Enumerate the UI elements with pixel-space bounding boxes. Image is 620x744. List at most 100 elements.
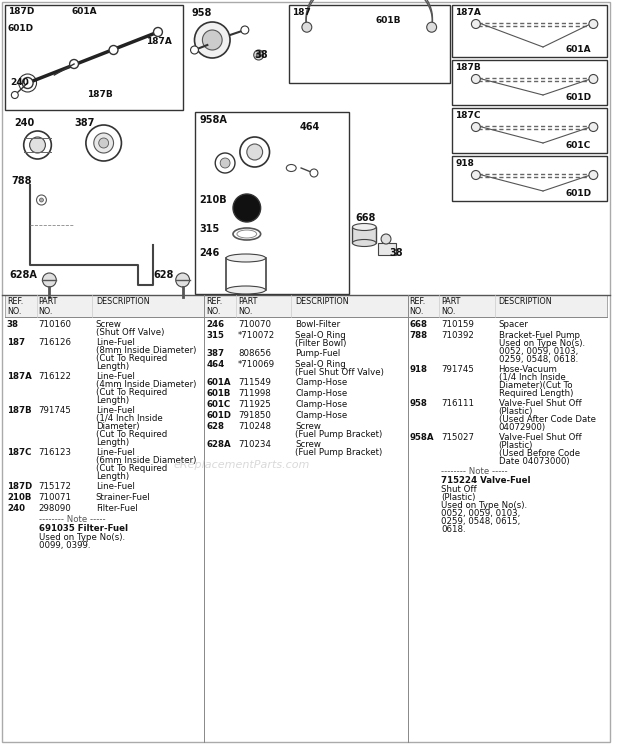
Text: 387: 387 bbox=[74, 118, 94, 128]
Text: 711925: 711925 bbox=[238, 400, 271, 409]
Text: Strainer-Fuel: Strainer-Fuel bbox=[95, 493, 151, 502]
Text: 710392: 710392 bbox=[441, 331, 474, 340]
Text: 715027: 715027 bbox=[441, 433, 474, 442]
Ellipse shape bbox=[352, 223, 376, 231]
Text: 246: 246 bbox=[206, 320, 224, 329]
Text: (4mm Inside Diameter): (4mm Inside Diameter) bbox=[95, 380, 196, 389]
Text: Length): Length) bbox=[95, 472, 129, 481]
Ellipse shape bbox=[233, 228, 260, 240]
Text: 628A: 628A bbox=[10, 270, 38, 280]
Text: 601D: 601D bbox=[565, 93, 592, 102]
Text: 918: 918 bbox=[410, 365, 428, 374]
Text: Valve-Fuel Shut Off: Valve-Fuel Shut Off bbox=[498, 433, 581, 442]
Circle shape bbox=[240, 137, 270, 167]
Text: (Cut To Required: (Cut To Required bbox=[95, 388, 167, 397]
Circle shape bbox=[202, 30, 222, 50]
Text: 240: 240 bbox=[10, 78, 29, 87]
Text: *710072: *710072 bbox=[238, 331, 275, 340]
Text: -------- Note -----: -------- Note ----- bbox=[441, 467, 508, 476]
Circle shape bbox=[109, 45, 118, 54]
Text: 240: 240 bbox=[14, 118, 34, 128]
Text: 791850: 791850 bbox=[238, 411, 271, 420]
Circle shape bbox=[195, 22, 230, 58]
Bar bbox=[452, 60, 607, 105]
Text: (Fuel Shut Off Valve): (Fuel Shut Off Valve) bbox=[295, 368, 384, 377]
Text: (1/4 Inch Inside: (1/4 Inch Inside bbox=[498, 373, 565, 382]
Circle shape bbox=[589, 170, 598, 179]
Text: 0052, 0059, 0103,: 0052, 0059, 0103, bbox=[441, 509, 521, 518]
Text: 715172: 715172 bbox=[38, 482, 71, 491]
Circle shape bbox=[254, 50, 264, 60]
Text: Length): Length) bbox=[95, 438, 129, 447]
Circle shape bbox=[381, 234, 391, 244]
Text: Seal-O Ring: Seal-O Ring bbox=[295, 331, 346, 340]
Text: 210B: 210B bbox=[200, 195, 227, 205]
Circle shape bbox=[42, 273, 56, 287]
Circle shape bbox=[190, 46, 198, 54]
Text: DESCRIPTION: DESCRIPTION bbox=[95, 297, 149, 306]
Text: (1/4 Inch Inside: (1/4 Inch Inside bbox=[95, 414, 162, 423]
Circle shape bbox=[310, 169, 318, 177]
Text: 958: 958 bbox=[410, 399, 428, 408]
Text: Used on Type No(s).: Used on Type No(s). bbox=[498, 339, 585, 348]
Circle shape bbox=[471, 123, 480, 132]
Text: 464: 464 bbox=[299, 122, 319, 132]
Text: 601C: 601C bbox=[565, 141, 591, 150]
Ellipse shape bbox=[226, 254, 265, 262]
Bar bbox=[290, 5, 450, 83]
Text: 958A: 958A bbox=[200, 115, 228, 125]
Text: 187B: 187B bbox=[87, 90, 113, 99]
Text: PART
NO.: PART NO. bbox=[238, 297, 257, 316]
Text: 668: 668 bbox=[410, 320, 428, 329]
Text: 601B: 601B bbox=[375, 16, 401, 25]
Bar bbox=[5, 295, 607, 317]
Text: 716126: 716126 bbox=[38, 338, 71, 347]
Circle shape bbox=[241, 26, 249, 34]
Text: 0259, 0548, 0618.: 0259, 0548, 0618. bbox=[498, 355, 578, 364]
Circle shape bbox=[154, 28, 162, 36]
Circle shape bbox=[40, 198, 43, 202]
Text: *710069: *710069 bbox=[238, 360, 275, 369]
Text: 628: 628 bbox=[206, 422, 224, 431]
Text: Screw: Screw bbox=[95, 320, 122, 329]
Text: 710234: 710234 bbox=[238, 440, 271, 449]
Text: 601D: 601D bbox=[8, 24, 34, 33]
Text: (Filter Bowl): (Filter Bowl) bbox=[295, 339, 347, 348]
Text: (6mm Inside Diameter): (6mm Inside Diameter) bbox=[95, 456, 196, 465]
Text: 187B: 187B bbox=[7, 406, 32, 415]
Circle shape bbox=[471, 170, 480, 179]
Text: 788: 788 bbox=[12, 176, 32, 186]
Text: 187C: 187C bbox=[7, 448, 31, 457]
Text: Hose-Vacuum: Hose-Vacuum bbox=[498, 365, 557, 374]
Text: 187A: 187A bbox=[455, 8, 481, 17]
Text: Used on Type No(s).: Used on Type No(s). bbox=[441, 501, 528, 510]
Text: 38: 38 bbox=[389, 248, 402, 258]
Text: REF.
NO.: REF. NO. bbox=[7, 297, 23, 316]
Text: Used on Type No(s).: Used on Type No(s). bbox=[38, 533, 125, 542]
Circle shape bbox=[471, 74, 480, 83]
Text: 315: 315 bbox=[206, 331, 224, 340]
Bar bbox=[452, 108, 607, 153]
Text: Line-Fuel: Line-Fuel bbox=[95, 338, 135, 347]
Circle shape bbox=[256, 53, 261, 57]
Text: Bowl-Filter: Bowl-Filter bbox=[295, 320, 340, 329]
Circle shape bbox=[37, 195, 46, 205]
Text: Length): Length) bbox=[95, 362, 129, 371]
Circle shape bbox=[589, 123, 598, 132]
Circle shape bbox=[19, 74, 37, 92]
Text: 187A: 187A bbox=[146, 37, 172, 46]
Text: Screw: Screw bbox=[295, 440, 321, 449]
Text: 958A: 958A bbox=[410, 433, 434, 442]
Text: eReplacementParts.com: eReplacementParts.com bbox=[174, 460, 310, 470]
Text: Clamp-Hose: Clamp-Hose bbox=[295, 389, 347, 398]
Text: 710159: 710159 bbox=[441, 320, 474, 329]
Text: 628: 628 bbox=[153, 270, 174, 280]
Circle shape bbox=[215, 153, 235, 173]
Text: 315: 315 bbox=[200, 224, 219, 234]
Text: (Cut To Required: (Cut To Required bbox=[95, 464, 167, 473]
Text: 464: 464 bbox=[206, 360, 224, 369]
Text: (Used After Code Date: (Used After Code Date bbox=[498, 415, 596, 424]
Text: REF.
NO.: REF. NO. bbox=[410, 297, 426, 316]
Text: 710071: 710071 bbox=[38, 493, 71, 502]
Text: 04072900): 04072900) bbox=[498, 423, 546, 432]
